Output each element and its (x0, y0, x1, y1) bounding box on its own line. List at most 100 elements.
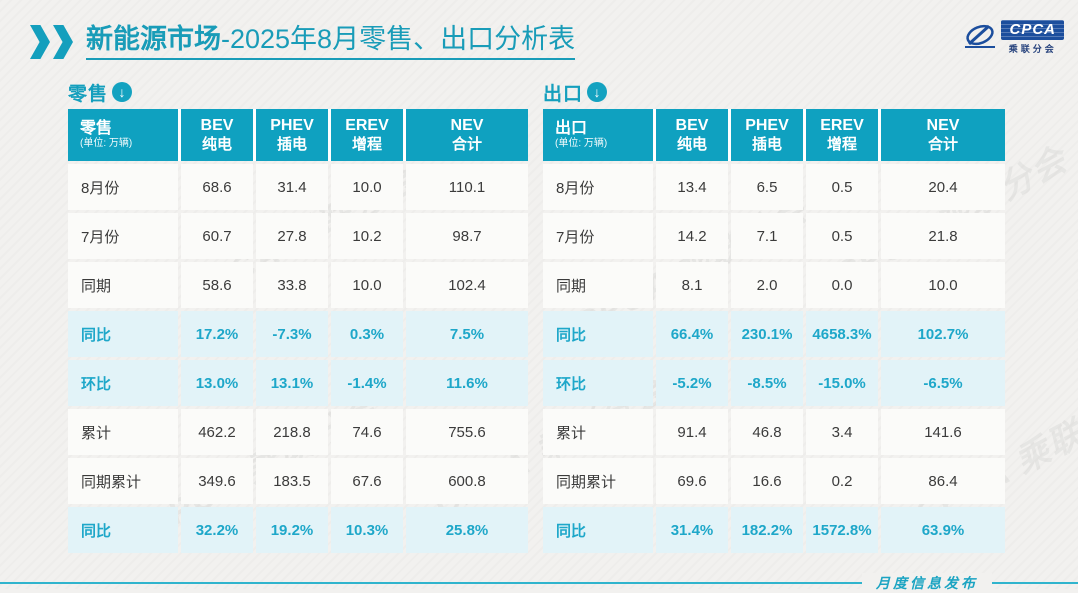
table-cell: 4658.3% (806, 311, 878, 357)
table-cell: 7.5% (406, 311, 528, 357)
table-cell: 67.6 (331, 458, 403, 504)
footer-divider: 月度信息发布 (0, 573, 1078, 593)
table-cell: 13.4 (656, 164, 728, 210)
retail-table-header: 零售 (单位: 万辆) BEV 纯电 PHEV 插电 EREV 增程 NEV 合计 (68, 109, 528, 161)
cpca-logo: CPCA 乘联分会 (963, 20, 1064, 55)
column-header: EREV 增程 (806, 109, 878, 161)
row-label: 同比 (68, 507, 178, 553)
table-cell: 10.2 (331, 213, 403, 259)
table-cell: 10.0 (331, 262, 403, 308)
row-label: 累计 (68, 409, 178, 455)
column-header-zh: 增程 (351, 135, 382, 153)
row-label: 同比 (68, 311, 178, 357)
row-label: 同比 (543, 507, 653, 553)
footer-label: 月度信息发布 (862, 573, 992, 593)
row-label: 环比 (543, 360, 653, 406)
column-header-abbr: BEV (200, 117, 234, 135)
table-cell: 0.2 (806, 458, 878, 504)
table-cell: 60.7 (181, 213, 253, 259)
table-cell: 21.8 (881, 213, 1005, 259)
row-label: 7月份 (543, 213, 653, 259)
table-cell: 14.2 (656, 213, 728, 259)
row-label: 同比 (543, 311, 653, 357)
table-cell: 349.6 (181, 458, 253, 504)
export-section-header: 出口 ↓ (543, 80, 1005, 105)
chevron-right-icon (30, 25, 50, 60)
table-cell: 20.4 (881, 164, 1005, 210)
column-header-zh: 纯电 (201, 135, 232, 153)
table-cell: 141.6 (881, 409, 1005, 455)
row-label: 同期累计 (543, 458, 653, 504)
table-cell: 25.8% (406, 507, 528, 553)
table-cell: 102.7% (881, 311, 1005, 357)
table-cell: 63.9% (881, 507, 1005, 553)
column-header: BEV 纯电 (656, 109, 728, 161)
header-title: 出口 (555, 120, 588, 138)
table-cell: 0.3% (331, 311, 403, 357)
chevron-right-icon (53, 25, 73, 60)
column-header-abbr: NEV (926, 117, 960, 135)
down-arrow-circle-icon: ↓ (112, 82, 133, 102)
table-cell: 218.8 (256, 409, 328, 455)
table-cell: 17.2% (181, 311, 253, 357)
table-cell: 10.3% (331, 507, 403, 553)
retail-section-header: 零售 ↓ (68, 80, 528, 105)
table-cell: 7.1 (731, 213, 803, 259)
table-cell: 3.4 (806, 409, 878, 455)
column-header-zh: 增程 (826, 135, 857, 153)
table-cell: 6.5 (731, 164, 803, 210)
table-cell: 183.5 (256, 458, 328, 504)
row-label: 7月份 (68, 213, 178, 259)
column-header-abbr: PHEV (270, 117, 314, 135)
header-unit: (单位: 万辆) (555, 138, 608, 150)
column-header-zh: 合计 (927, 135, 958, 153)
table-cell: -5.2% (656, 360, 728, 406)
table-cell: 46.8 (731, 409, 803, 455)
export-section: 出口 ↓ 出口 (单位: 万辆) BEV 纯电 PHEV 插电 EREV 增程 NEV 合计 8月… (543, 80, 1005, 553)
column-header: NEV 合计 (406, 109, 528, 161)
cpca-logo-subtext: 乘联分会 (1008, 44, 1057, 54)
cpca-logo-text: CPCA (1001, 20, 1064, 40)
table-cell: 11.6% (406, 360, 528, 406)
table-cell: 755.6 (406, 409, 528, 455)
page-title-rest: -2025年8月零售、出口分析表 (221, 24, 576, 54)
row-label: 同期 (68, 262, 178, 308)
table-cell: 58.6 (181, 262, 253, 308)
column-header-abbr: EREV (345, 117, 389, 135)
table-cell: 102.4 (406, 262, 528, 308)
page-header: 新能源市场-2025年8月零售、出口分析表 (30, 24, 576, 61)
table-cell: 86.4 (881, 458, 1005, 504)
down-arrow-circle-icon: ↓ (587, 82, 608, 102)
header-title: 零售 (80, 120, 113, 138)
double-chevron-right-icon (30, 25, 76, 60)
table-cell: 0.0 (806, 262, 878, 308)
column-header-zh: 合计 (451, 135, 482, 153)
header-unit: (单位: 万辆) (80, 138, 133, 150)
table-cell: 91.4 (656, 409, 728, 455)
column-header: PHEV 插电 (256, 109, 328, 161)
row-label: 8月份 (68, 164, 178, 210)
column-header-zh: 纯电 (676, 135, 707, 153)
export-section-label: 出口 (543, 83, 584, 105)
column-header-zh: 插电 (276, 135, 307, 153)
column-header-abbr: NEV (450, 117, 484, 135)
table-cell: 33.8 (256, 262, 328, 308)
table-cell: 2.0 (731, 262, 803, 308)
row-label: 同期累计 (68, 458, 178, 504)
column-header: EREV 增程 (331, 109, 403, 161)
table-cell: 110.1 (406, 164, 528, 210)
column-header-abbr: BEV (675, 117, 709, 135)
table-cell: 0.5 (806, 164, 878, 210)
page-title-bold: 新能源市场 (86, 24, 221, 54)
table-cell: -7.3% (256, 311, 328, 357)
table-cell: 68.6 (181, 164, 253, 210)
table-cell: 462.2 (181, 409, 253, 455)
row-label: 环比 (68, 360, 178, 406)
table-cell: 10.0 (331, 164, 403, 210)
table-cell: -8.5% (731, 360, 803, 406)
page-title: 新能源市场-2025年8月零售、出口分析表 (86, 24, 576, 61)
table-cell: 13.1% (256, 360, 328, 406)
table-cell: 1572.8% (806, 507, 878, 553)
table-cell: -1.4% (331, 360, 403, 406)
